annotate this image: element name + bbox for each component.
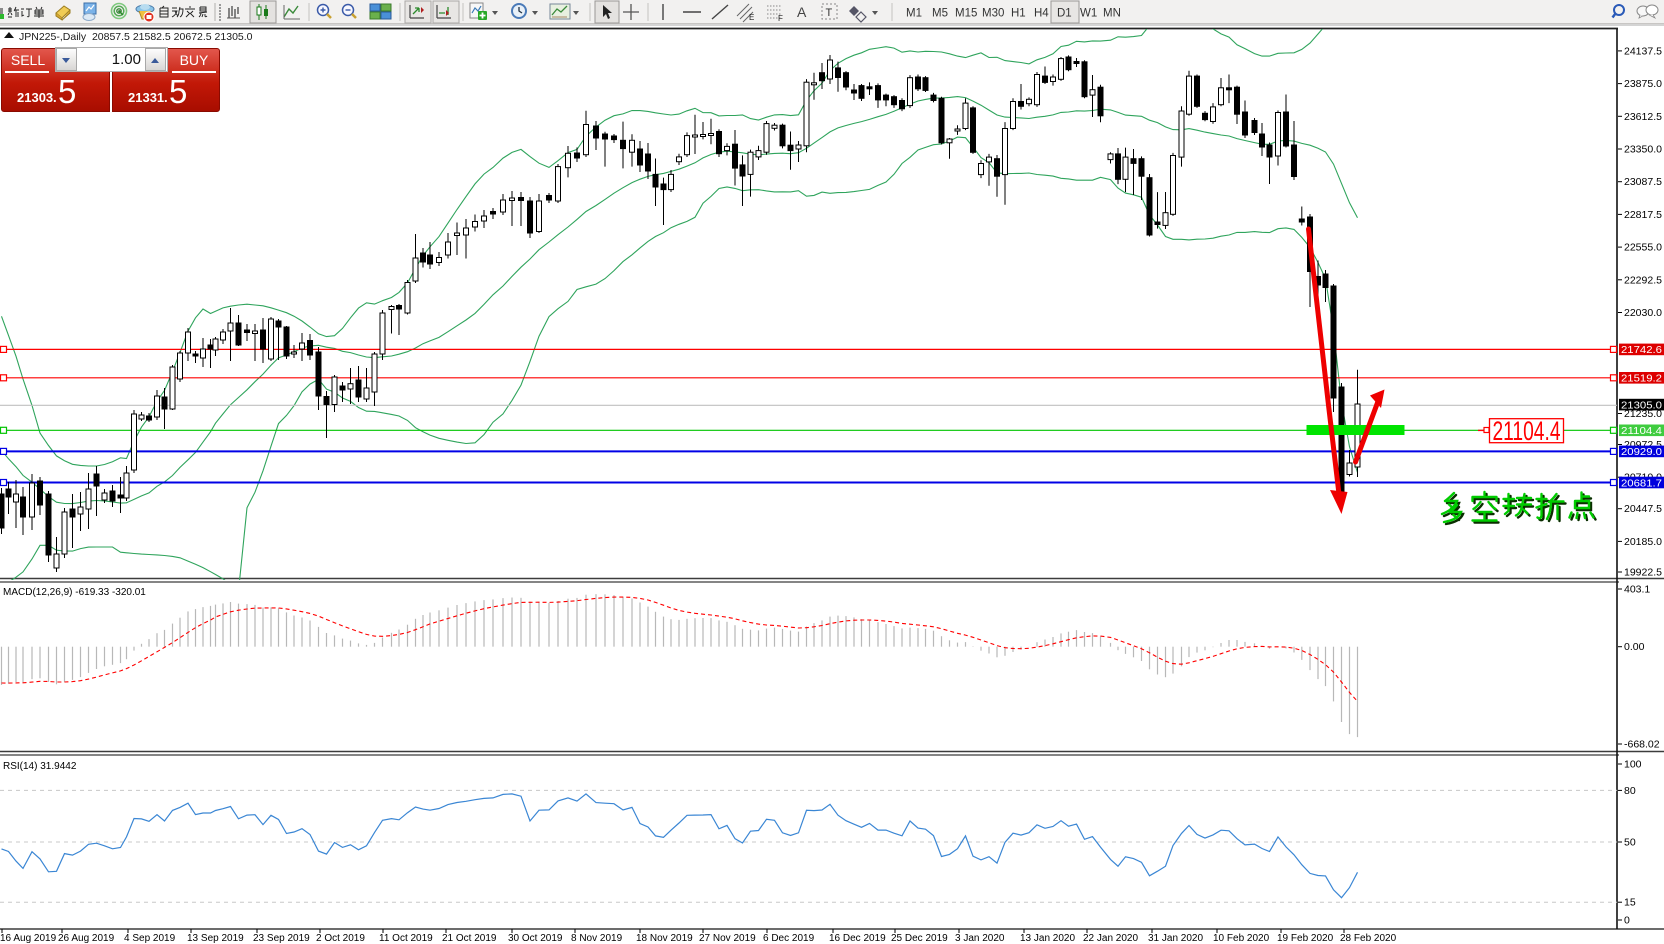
svg-text:10 Feb 2020: 10 Feb 2020 — [1213, 933, 1270, 944]
svg-text:27 Nov 2019: 27 Nov 2019 — [699, 933, 756, 944]
svg-text:21104.4: 21104.4 — [1493, 416, 1561, 446]
svg-text:22 Jan 2020: 22 Jan 2020 — [1083, 933, 1138, 944]
svg-text:21742.6: 21742.6 — [1621, 344, 1662, 356]
svg-text:W1: W1 — [1080, 8, 1097, 20]
svg-text:M15: M15 — [955, 8, 977, 20]
svg-text:403.1: 403.1 — [1624, 584, 1650, 596]
svg-text:23875.0: 23875.0 — [1624, 78, 1662, 90]
svg-text:E: E — [749, 13, 754, 22]
svg-text:0.00: 0.00 — [1624, 641, 1645, 653]
svg-text:16 Dec 2019: 16 Dec 2019 — [829, 933, 886, 944]
svg-text:0: 0 — [1624, 915, 1630, 927]
svg-text:15: 15 — [1624, 897, 1636, 909]
svg-text:30 Oct 2019: 30 Oct 2019 — [508, 933, 563, 944]
svg-text:24137.5: 24137.5 — [1624, 45, 1662, 57]
svg-text:6 Dec 2019: 6 Dec 2019 — [763, 933, 815, 944]
svg-text:23350.0: 23350.0 — [1624, 144, 1662, 156]
svg-text:JPN225-,Daily 20857.5 21582.5: JPN225-,Daily 20857.5 21582.5 20672.5 21… — [19, 31, 253, 43]
svg-text:26 Aug 2019: 26 Aug 2019 — [58, 933, 115, 944]
svg-text:22292.5: 22292.5 — [1624, 274, 1662, 286]
svg-text:T: T — [826, 7, 833, 19]
svg-text:23612.5: 23612.5 — [1624, 111, 1662, 123]
svg-text:20185.0: 20185.0 — [1624, 536, 1662, 548]
svg-text:16 Aug 2019: 16 Aug 2019 — [0, 933, 57, 944]
svg-text:3 Jan 2020: 3 Jan 2020 — [955, 933, 1005, 944]
svg-text:22030.0: 22030.0 — [1624, 307, 1662, 319]
svg-text:8 Nov 2019: 8 Nov 2019 — [571, 933, 623, 944]
svg-text:22555.0: 22555.0 — [1624, 242, 1662, 254]
svg-text:4 Sep 2019: 4 Sep 2019 — [124, 933, 176, 944]
svg-text:MN: MN — [1103, 8, 1121, 20]
svg-text:21235.0: 21235.0 — [1624, 408, 1662, 420]
svg-text:19922.5: 19922.5 — [1624, 567, 1662, 579]
svg-text:20681.7: 20681.7 — [1621, 477, 1662, 489]
svg-text:13 Jan 2020: 13 Jan 2020 — [1020, 933, 1075, 944]
svg-text:13 Sep 2019: 13 Sep 2019 — [187, 933, 244, 944]
svg-text:-668.02: -668.02 — [1624, 739, 1660, 751]
svg-text:100: 100 — [1624, 759, 1642, 771]
svg-text:22817.5: 22817.5 — [1624, 209, 1662, 221]
svg-text:H1: H1 — [1011, 8, 1026, 20]
svg-text:80: 80 — [1624, 785, 1636, 797]
svg-text:19 Feb 2020: 19 Feb 2020 — [1277, 933, 1334, 944]
svg-text:23 Sep 2019: 23 Sep 2019 — [253, 933, 310, 944]
svg-text:21104.4: 21104.4 — [1621, 425, 1662, 437]
svg-text:RSI(14) 31.9442: RSI(14) 31.9442 — [3, 761, 77, 772]
svg-text:18 Nov 2019: 18 Nov 2019 — [636, 933, 693, 944]
svg-text:M5: M5 — [932, 8, 948, 20]
svg-text:A: A — [797, 4, 807, 20]
svg-text:11 Oct 2019: 11 Oct 2019 — [379, 933, 433, 944]
svg-text:2 Oct 2019: 2 Oct 2019 — [316, 933, 365, 944]
svg-text:28 Feb 2020: 28 Feb 2020 — [1340, 933, 1397, 944]
svg-text:21 Oct 2019: 21 Oct 2019 — [442, 933, 497, 944]
svg-text:25 Dec 2019: 25 Dec 2019 — [891, 933, 948, 944]
svg-text:20929.0: 20929.0 — [1621, 446, 1662, 458]
svg-text:MACD(12,26,9) -619.33 -320.01: MACD(12,26,9) -619.33 -320.01 — [3, 587, 146, 598]
svg-text:21519.2: 21519.2 — [1621, 373, 1662, 385]
svg-text:21305.0: 21305.0 — [1621, 399, 1662, 411]
svg-text:50: 50 — [1624, 837, 1636, 849]
svg-text:23087.5: 23087.5 — [1624, 176, 1662, 188]
svg-text:31 Jan 2020: 31 Jan 2020 — [1148, 933, 1203, 944]
svg-text:H4: H4 — [1034, 8, 1049, 20]
svg-text:20447.5: 20447.5 — [1624, 503, 1662, 515]
svg-text:M30: M30 — [982, 8, 1004, 20]
svg-text:M1: M1 — [906, 8, 922, 20]
svg-text:F: F — [778, 14, 783, 23]
svg-text:D1: D1 — [1057, 8, 1072, 20]
